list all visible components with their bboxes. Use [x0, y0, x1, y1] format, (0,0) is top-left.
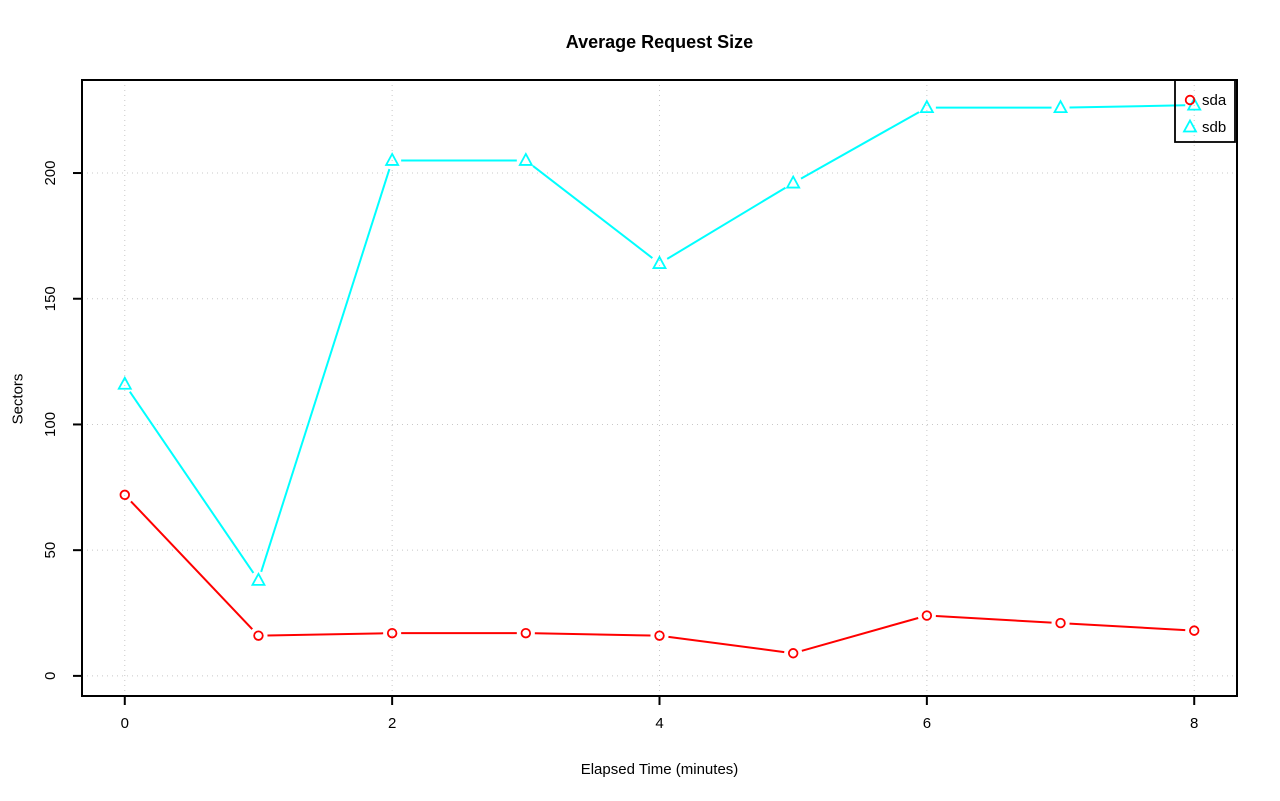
legend-label-sda: sda: [1202, 92, 1227, 109]
y-tick-label: 50: [42, 542, 59, 559]
series-sda-segment: [1069, 622, 1186, 632]
series-sdb-segment: [666, 186, 786, 260]
series-sda-point: [787, 648, 799, 659]
series-sda-segment: [130, 500, 253, 630]
series-sdb-point: [919, 99, 935, 114]
series-sda-segment: [267, 632, 384, 637]
series-sdb-point: [785, 174, 801, 189]
legend-marker-sda: [1184, 94, 1196, 106]
series-sdb-segment: [129, 391, 255, 574]
series-sdb-segment: [800, 111, 920, 180]
series-sdb-segment: [260, 168, 391, 573]
y-tick-label: 0: [42, 672, 59, 680]
legend-box: [1174, 79, 1236, 143]
x-tick-label: 0: [121, 715, 129, 732]
x-tick-label: 8: [1190, 715, 1198, 732]
series-sda-point: [1189, 625, 1200, 636]
series-sda-segment: [801, 617, 919, 652]
series-sdb-point: [250, 571, 266, 586]
series-sda-point: [520, 627, 532, 639]
series-sda-segment: [935, 615, 1052, 624]
series-sdb-point: [117, 375, 133, 390]
x-tick-label: 2: [388, 715, 396, 732]
series-sda-segment: [668, 635, 785, 654]
legend-marker-sdb: [1182, 118, 1198, 133]
series-sdb-point: [1053, 99, 1069, 114]
x-axis-label: Elapsed Time (minutes): [580, 761, 739, 778]
y-tick-label: 200: [42, 161, 59, 186]
series-sdb-point: [651, 255, 668, 269]
series-sdb-segment: [1069, 104, 1186, 109]
series-sda-point: [1055, 617, 1066, 629]
series-sda-point: [119, 489, 130, 501]
y-tick-label: 150: [42, 286, 59, 311]
x-tick-label: 4: [655, 715, 663, 732]
series-sda-point: [921, 610, 933, 621]
series-sdb-point: [384, 152, 400, 166]
legend-label-sdb: sdb: [1202, 119, 1226, 136]
chart-title: Average Request Size: [565, 32, 754, 52]
series-sda-point: [654, 630, 665, 641]
plot-border: [81, 79, 1238, 697]
series-sda-segment: [534, 632, 651, 637]
series-sda-point: [386, 627, 398, 639]
series-sdb-point: [518, 152, 534, 166]
y-tick-label: 100: [42, 412, 59, 437]
series-sda-point: [253, 630, 264, 641]
series-sdb-segment: [532, 165, 653, 259]
x-tick-label: 6: [923, 715, 931, 732]
